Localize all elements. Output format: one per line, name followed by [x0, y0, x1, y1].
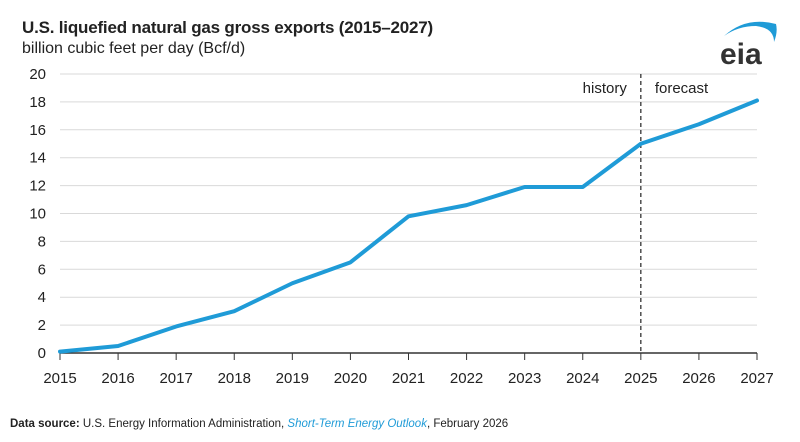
source-link[interactable]: Short-Term Energy Outlook — [287, 418, 427, 430]
x-tick-label: 2018 — [218, 370, 251, 387]
x-tick-label: 2027 — [740, 370, 773, 387]
x-tick-label: 2023 — [508, 370, 541, 387]
source-label: Data source: — [10, 418, 80, 430]
y-tick-label: 8 — [38, 233, 46, 250]
y-tick-label: 12 — [29, 178, 46, 195]
data-source: Data source: U.S. Energy Information Adm… — [10, 418, 508, 430]
x-tick-label: 2026 — [682, 370, 715, 387]
eia-logo: eia — [720, 21, 777, 68]
x-tick-label: 2016 — [101, 370, 134, 387]
x-tick-label: 2020 — [334, 370, 367, 387]
y-tick-label: 10 — [29, 206, 46, 223]
y-tick-label: 2 — [38, 317, 46, 334]
y-tick-label: 18 — [29, 94, 46, 111]
y-tick-label: 6 — [38, 261, 46, 278]
y-tick-label: 0 — [38, 345, 46, 362]
svg-text:eia: eia — [720, 38, 762, 68]
source-text: U.S. Energy Information Administration, — [79, 418, 288, 430]
forecast-label: forecast — [655, 80, 709, 97]
chart-subtitle: billion cubic feet per day (Bcf/d) — [22, 40, 246, 57]
line-chart: 0 2 4 6 8 10 12 14 16 18 20 2015 2016 2017 2018 2019 202… — [29, 66, 773, 387]
y-tick-label: 14 — [29, 150, 46, 167]
y-tick-label: 4 — [38, 289, 46, 306]
series-line — [58, 98, 759, 354]
history-label: history — [583, 80, 628, 97]
x-tick-label: 2025 — [624, 370, 657, 387]
x-tick-label: 2022 — [450, 370, 483, 387]
x-tick-label: 2019 — [276, 370, 309, 387]
x-tick-label: 2017 — [159, 370, 192, 387]
y-tick-label: 20 — [29, 66, 46, 83]
y-tick-label: 16 — [29, 122, 46, 139]
x-tick-label: 2024 — [566, 370, 599, 387]
chart-title: U.S. liquefied natural gas gross exports… — [22, 18, 433, 37]
x-tick-label: 2015 — [43, 370, 76, 387]
x-tick-label: 2021 — [392, 370, 425, 387]
source-date: , February 2026 — [426, 418, 509, 430]
